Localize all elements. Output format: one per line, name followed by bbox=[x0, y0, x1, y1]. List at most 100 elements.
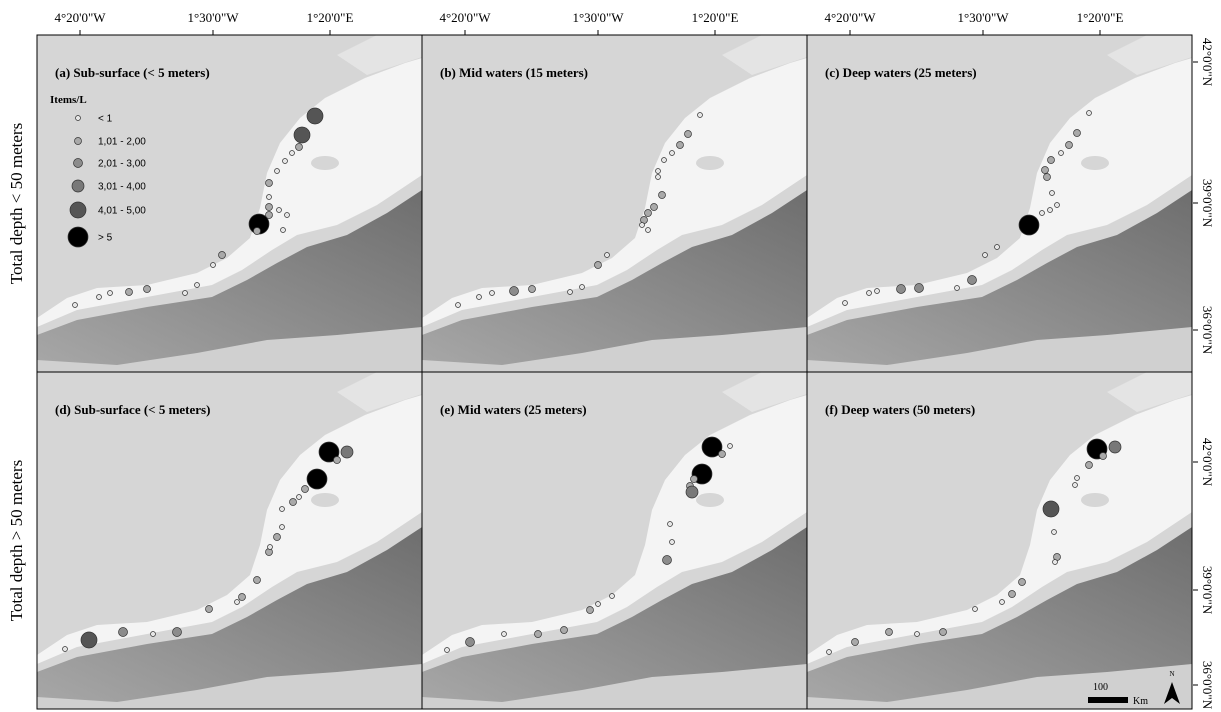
sample-point bbox=[1009, 591, 1016, 598]
basemap bbox=[37, 372, 422, 709]
sample-point bbox=[1055, 203, 1060, 208]
sample-point bbox=[183, 291, 188, 296]
sample-point bbox=[126, 289, 133, 296]
sample-point bbox=[677, 142, 684, 149]
figure: (a) Sub-surface (< 5 meters) (b) Mid wate… bbox=[0, 0, 1221, 712]
sample-point bbox=[445, 648, 450, 653]
sample-point bbox=[668, 522, 673, 527]
sample-point bbox=[656, 169, 661, 174]
sample-point bbox=[983, 253, 988, 258]
sample-point bbox=[955, 286, 960, 291]
latitude-label: 42°0'0"N bbox=[1200, 438, 1215, 487]
sample-point bbox=[341, 446, 353, 458]
sample-point bbox=[235, 600, 240, 605]
sample-point bbox=[940, 629, 947, 636]
sample-point bbox=[640, 223, 645, 228]
sample-point bbox=[1019, 579, 1026, 586]
latitude-label: 36°0'0"N bbox=[1200, 306, 1215, 355]
sample-point bbox=[1019, 215, 1039, 235]
sample-point bbox=[827, 650, 832, 655]
sample-point bbox=[1109, 441, 1121, 453]
sample-point bbox=[1052, 530, 1057, 535]
sample-point bbox=[1066, 142, 1073, 149]
legend-symbol bbox=[68, 227, 88, 247]
latitude-label: 39°0'0"N bbox=[1200, 566, 1215, 615]
legend-symbol bbox=[74, 159, 83, 168]
sample-point bbox=[267, 195, 272, 200]
sample-point bbox=[502, 632, 507, 637]
sample-point bbox=[219, 252, 226, 259]
legend-label: 1,01 - 2,00 bbox=[98, 137, 146, 148]
legend-title: Items/L bbox=[50, 94, 87, 106]
sample-point bbox=[1043, 501, 1059, 517]
sample-point bbox=[719, 451, 726, 458]
sample-point bbox=[108, 291, 113, 296]
longitude-label: 4°20'0"W bbox=[439, 10, 491, 25]
sample-point bbox=[973, 607, 978, 612]
sample-point bbox=[290, 499, 297, 506]
sample-point bbox=[1087, 111, 1092, 116]
sample-point bbox=[686, 486, 698, 498]
sample-point bbox=[290, 151, 295, 156]
sample-point bbox=[691, 476, 698, 483]
north-label: N bbox=[1169, 670, 1174, 678]
panel-title: (a) Sub-surface (< 5 meters) bbox=[55, 65, 210, 80]
panel-title: (e) Mid waters (25 meters) bbox=[440, 402, 587, 417]
sample-point bbox=[995, 245, 1000, 250]
sample-point bbox=[1050, 191, 1055, 196]
sample-point bbox=[605, 253, 610, 258]
latitude-label: 42°0'0"N bbox=[1200, 38, 1215, 87]
sample-point bbox=[490, 291, 495, 296]
sample-point bbox=[1075, 476, 1080, 481]
sample-point bbox=[195, 283, 200, 288]
legend-label: 3,01 - 4,00 bbox=[98, 182, 146, 193]
sample-point bbox=[477, 295, 482, 300]
scale-bar bbox=[1088, 697, 1128, 703]
sample-point bbox=[239, 594, 246, 601]
sample-point bbox=[587, 607, 594, 614]
row-label: Total depth > 50 meters bbox=[7, 460, 26, 621]
sample-point bbox=[280, 507, 285, 512]
sample-point bbox=[294, 127, 310, 143]
legend-symbol bbox=[72, 180, 84, 192]
legend-symbol bbox=[76, 116, 81, 121]
panel-title: (d) Sub-surface (< 5 meters) bbox=[55, 402, 210, 417]
sample-point bbox=[307, 469, 327, 489]
sample-point bbox=[915, 632, 920, 637]
longitude-label: 1°30'0"W bbox=[187, 10, 239, 25]
sample-point bbox=[266, 180, 273, 187]
sample-point bbox=[119, 628, 128, 637]
legend-label: < 1 bbox=[98, 114, 113, 125]
sample-point bbox=[610, 594, 615, 599]
longitude-label: 1°20'0"E bbox=[307, 10, 354, 25]
sample-point bbox=[254, 228, 261, 235]
sample-point bbox=[173, 628, 182, 637]
sample-point bbox=[867, 291, 872, 296]
map-panel: (b) Mid waters (15 meters) bbox=[422, 35, 807, 372]
sample-point bbox=[968, 276, 977, 285]
panel-title: (f) Deep waters (50 meters) bbox=[825, 402, 975, 417]
map-panel: (a) Sub-surface (< 5 meters) bbox=[37, 35, 422, 372]
sample-point bbox=[285, 213, 290, 218]
sample-point bbox=[651, 204, 658, 211]
basemap bbox=[37, 35, 422, 372]
sample-point bbox=[274, 534, 281, 541]
map-panel: (d) Sub-surface (< 5 meters) bbox=[37, 372, 422, 709]
sample-point bbox=[1053, 560, 1058, 565]
latitude-label: 36°0'0"N bbox=[1200, 661, 1215, 710]
sample-point bbox=[663, 556, 672, 565]
basemap bbox=[807, 372, 1192, 709]
legend-symbol bbox=[75, 138, 82, 145]
basemap bbox=[422, 35, 807, 372]
sample-point bbox=[645, 210, 652, 217]
sample-point bbox=[268, 545, 273, 550]
sample-point bbox=[561, 627, 568, 634]
legend-label: 4,01 - 5,00 bbox=[98, 206, 146, 217]
sample-point bbox=[1073, 483, 1078, 488]
sample-point bbox=[659, 192, 666, 199]
sample-point bbox=[535, 631, 542, 638]
sample-point bbox=[302, 486, 309, 493]
sample-point bbox=[97, 295, 102, 300]
sample-point bbox=[297, 495, 302, 500]
sample-point bbox=[510, 287, 519, 296]
